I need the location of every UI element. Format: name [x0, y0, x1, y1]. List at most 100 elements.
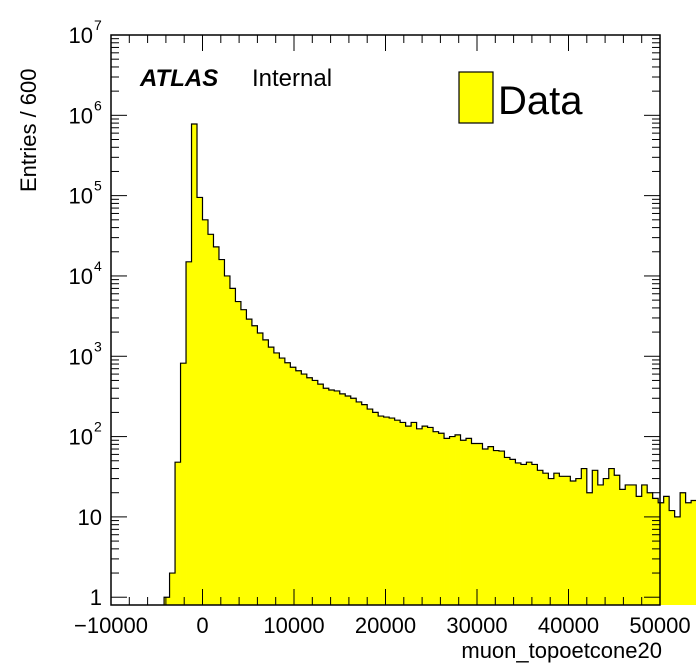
- histogram-bin: [564, 476, 571, 605]
- histogram-bars: [164, 123, 696, 606]
- histogram-bin: [218, 259, 225, 605]
- histogram-bin: [350, 398, 357, 605]
- histogram-bin: [191, 123, 198, 605]
- histogram-bin: [186, 261, 192, 605]
- histogram-bin: [400, 422, 407, 605]
- histogram-bin: [251, 325, 258, 605]
- histogram-bin: [614, 475, 621, 605]
- histogram-bin: [493, 450, 500, 605]
- legend-swatch-data: [458, 71, 494, 124]
- histogram-bin: [262, 339, 269, 605]
- y-tick-label: 10 5: [69, 178, 102, 209]
- histogram-bin: [257, 332, 264, 605]
- atlas-text: ATLAS: [139, 65, 218, 92]
- histogram-bin: [213, 246, 220, 606]
- y-tick-label-exponent: 6: [94, 97, 102, 113]
- histogram-bin: [509, 459, 516, 605]
- histogram-bin: [180, 363, 187, 605]
- histogram-bin: [685, 502, 692, 605]
- histogram-bin: [449, 436, 456, 605]
- histogram-bin: [669, 510, 676, 605]
- histogram-bin: [207, 234, 214, 606]
- histogram-bin: [312, 380, 319, 605]
- histogram-bin: [444, 438, 450, 605]
- histogram-bin: [389, 418, 396, 605]
- histogram-bin: [290, 367, 297, 605]
- histogram-bin: [619, 489, 626, 605]
- x-tick-label: 10000: [263, 613, 324, 638]
- x-axis-title: muon_topoetcone20: [461, 638, 662, 663]
- x-tick-label: 20000: [355, 613, 416, 638]
- y-tick-label: 10 4: [69, 258, 102, 289]
- histogram-bin: [466, 438, 472, 605]
- y-tick-label: 1: [90, 585, 102, 610]
- histogram-bin: [306, 377, 313, 605]
- histogram-bin: [559, 476, 566, 605]
- y-tick-label-exponent: 4: [94, 258, 102, 274]
- y-tick-label-exponent: 2: [94, 419, 102, 435]
- histogram-bin: [323, 388, 330, 605]
- y-tick-label-exponent: 7: [94, 17, 102, 33]
- histogram-bin: [691, 500, 696, 605]
- histogram-bin: [284, 362, 291, 605]
- y-tick-label: 10 2: [69, 419, 102, 450]
- histogram-bin: [647, 492, 654, 605]
- histogram-bin: [663, 496, 670, 605]
- histogram-bin: [542, 473, 549, 605]
- atlas-status-text: Internal: [252, 65, 332, 92]
- histogram-bin: [394, 420, 401, 605]
- histogram-bin: [581, 468, 588, 605]
- histogram-bin: [575, 478, 582, 605]
- histogram-bin: [520, 464, 527, 605]
- histogram-bin: [498, 451, 505, 605]
- histogram-bin: [339, 393, 346, 605]
- histogram-bin: [317, 384, 324, 605]
- histogram-bin: [224, 275, 231, 605]
- histogram-bin: [378, 416, 385, 605]
- histogram-bin: [592, 470, 599, 605]
- histogram-bin: [515, 462, 522, 605]
- histogram-bin: [652, 498, 659, 605]
- x-tick-label: −10000: [74, 613, 148, 638]
- histogram-bin: [383, 417, 390, 605]
- histogram-bin: [438, 433, 445, 605]
- histogram-bin: [229, 288, 236, 605]
- histogram-bin: [433, 431, 439, 605]
- histogram-bin: [416, 428, 423, 605]
- y-tick-label-exponent: 3: [94, 338, 102, 354]
- x-tick-label: 50000: [629, 613, 690, 638]
- histogram-bin: [427, 427, 434, 605]
- histogram-bin: [636, 496, 643, 605]
- histogram-bin: [537, 470, 544, 605]
- histogram-bin: [246, 319, 253, 605]
- legend: Data: [458, 71, 583, 124]
- histogram-bin: [422, 426, 428, 605]
- y-axis-title: Entries / 600: [16, 68, 41, 192]
- histogram-bin: [175, 462, 181, 605]
- y-tick-label: 10: [78, 505, 102, 530]
- histogram-bin: [487, 446, 494, 605]
- histogram-bin: [301, 374, 308, 605]
- histogram-bin: [570, 480, 577, 605]
- histogram-bin: [658, 502, 665, 605]
- histogram-bin: [460, 440, 467, 605]
- histogram-outline: [163, 123, 696, 605]
- histogram-bin: [526, 462, 533, 605]
- histogram-bin: [235, 301, 242, 605]
- y-tick-label-base: 10: [69, 425, 93, 450]
- histogram-bin: [641, 484, 648, 605]
- histogram-bin: [674, 516, 681, 605]
- histogram-bin: [295, 370, 302, 605]
- x-tick-label: 0: [196, 613, 208, 638]
- histogram-bin: [273, 352, 280, 605]
- histogram-bin: [345, 396, 352, 605]
- histogram-bin: [202, 219, 209, 605]
- histogram-bin: [625, 484, 632, 605]
- y-tick-label-base: 10: [69, 264, 93, 289]
- histogram-bin: [504, 457, 511, 605]
- histogram-bin: [279, 358, 286, 605]
- x-tick-label: 30000: [446, 613, 507, 638]
- histogram-bin: [356, 401, 363, 605]
